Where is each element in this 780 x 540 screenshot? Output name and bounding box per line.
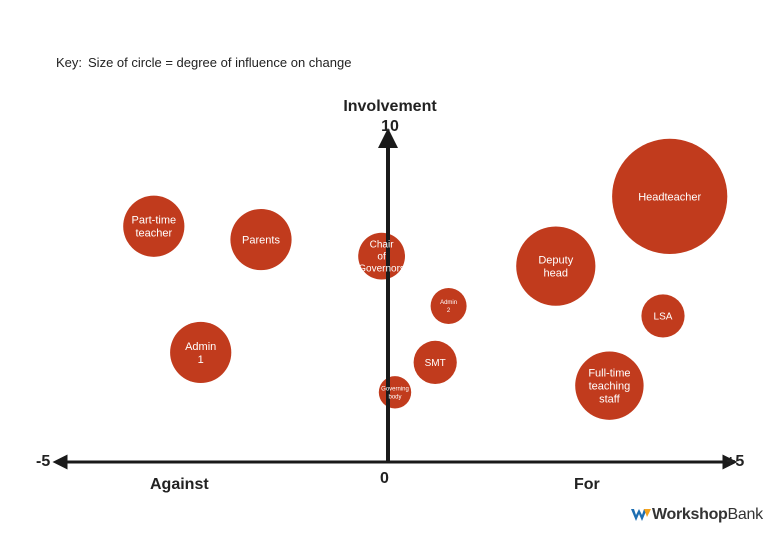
bubble-parents (230, 208, 292, 271)
bubble-lsa (641, 294, 685, 338)
workshopbank-logo: WorkshopBank (630, 506, 763, 524)
key-legend: Key: Size of circle = degree of influence… (56, 55, 351, 70)
bubble-label-part-time-teacher: Part-time teacher (131, 215, 176, 240)
key-text: Size of circle = degree of influence on … (88, 55, 352, 70)
bubble-headteacher (612, 138, 728, 254)
bubble-label-lsa: LSA (654, 311, 673, 322)
bubble-label-headteacher: Headteacher (638, 191, 701, 203)
for-label: For (574, 476, 600, 493)
x-zero-label: 0 (380, 470, 389, 487)
bubble-part-time-teacher (123, 195, 185, 257)
key-label: Key: (56, 55, 83, 70)
bubble-label-admin-2: Admin 2 (440, 300, 457, 314)
bubble-smt (413, 340, 457, 384)
x-min-label: -5 (36, 453, 51, 470)
workshopbank-logo-icon (631, 509, 651, 521)
against-label: Against (150, 476, 209, 493)
bubble-deputy-head (516, 226, 596, 306)
involvement-label: Involvement (343, 98, 437, 115)
bubble-label-governing-body: Governing body (381, 386, 409, 400)
logo-text-bank: Bank (727, 506, 764, 523)
bubble-full-time-teaching-staff (575, 351, 644, 420)
bubble-chair-of-governors (358, 232, 405, 280)
bubble-label-layer: Headteacher Part-time teacher Parents Chair o… (131, 191, 701, 405)
bubble-label-smt: SMT (425, 358, 446, 369)
bubble-label-parents: Parents (242, 234, 280, 246)
bubble-layer (123, 138, 728, 420)
y-max-label: 10 (381, 118, 399, 135)
bubble-label-full-time-teaching-staff: Full-time teaching staff (588, 367, 630, 405)
bubble-admin-2 (430, 287, 467, 324)
bubble-label-chair-of-governors: Chair of Governors (358, 240, 405, 275)
logo-text-workshop: Workshop (652, 506, 728, 523)
bubble-admin-1 (170, 321, 232, 384)
x-max-label: +5 (726, 453, 745, 470)
y-axis-title: Involvement 10 (330, 97, 450, 137)
bubble-label-deputy-head: Deputy head (538, 254, 573, 279)
bubble-label-admin-1: Admin 1 (185, 341, 216, 366)
